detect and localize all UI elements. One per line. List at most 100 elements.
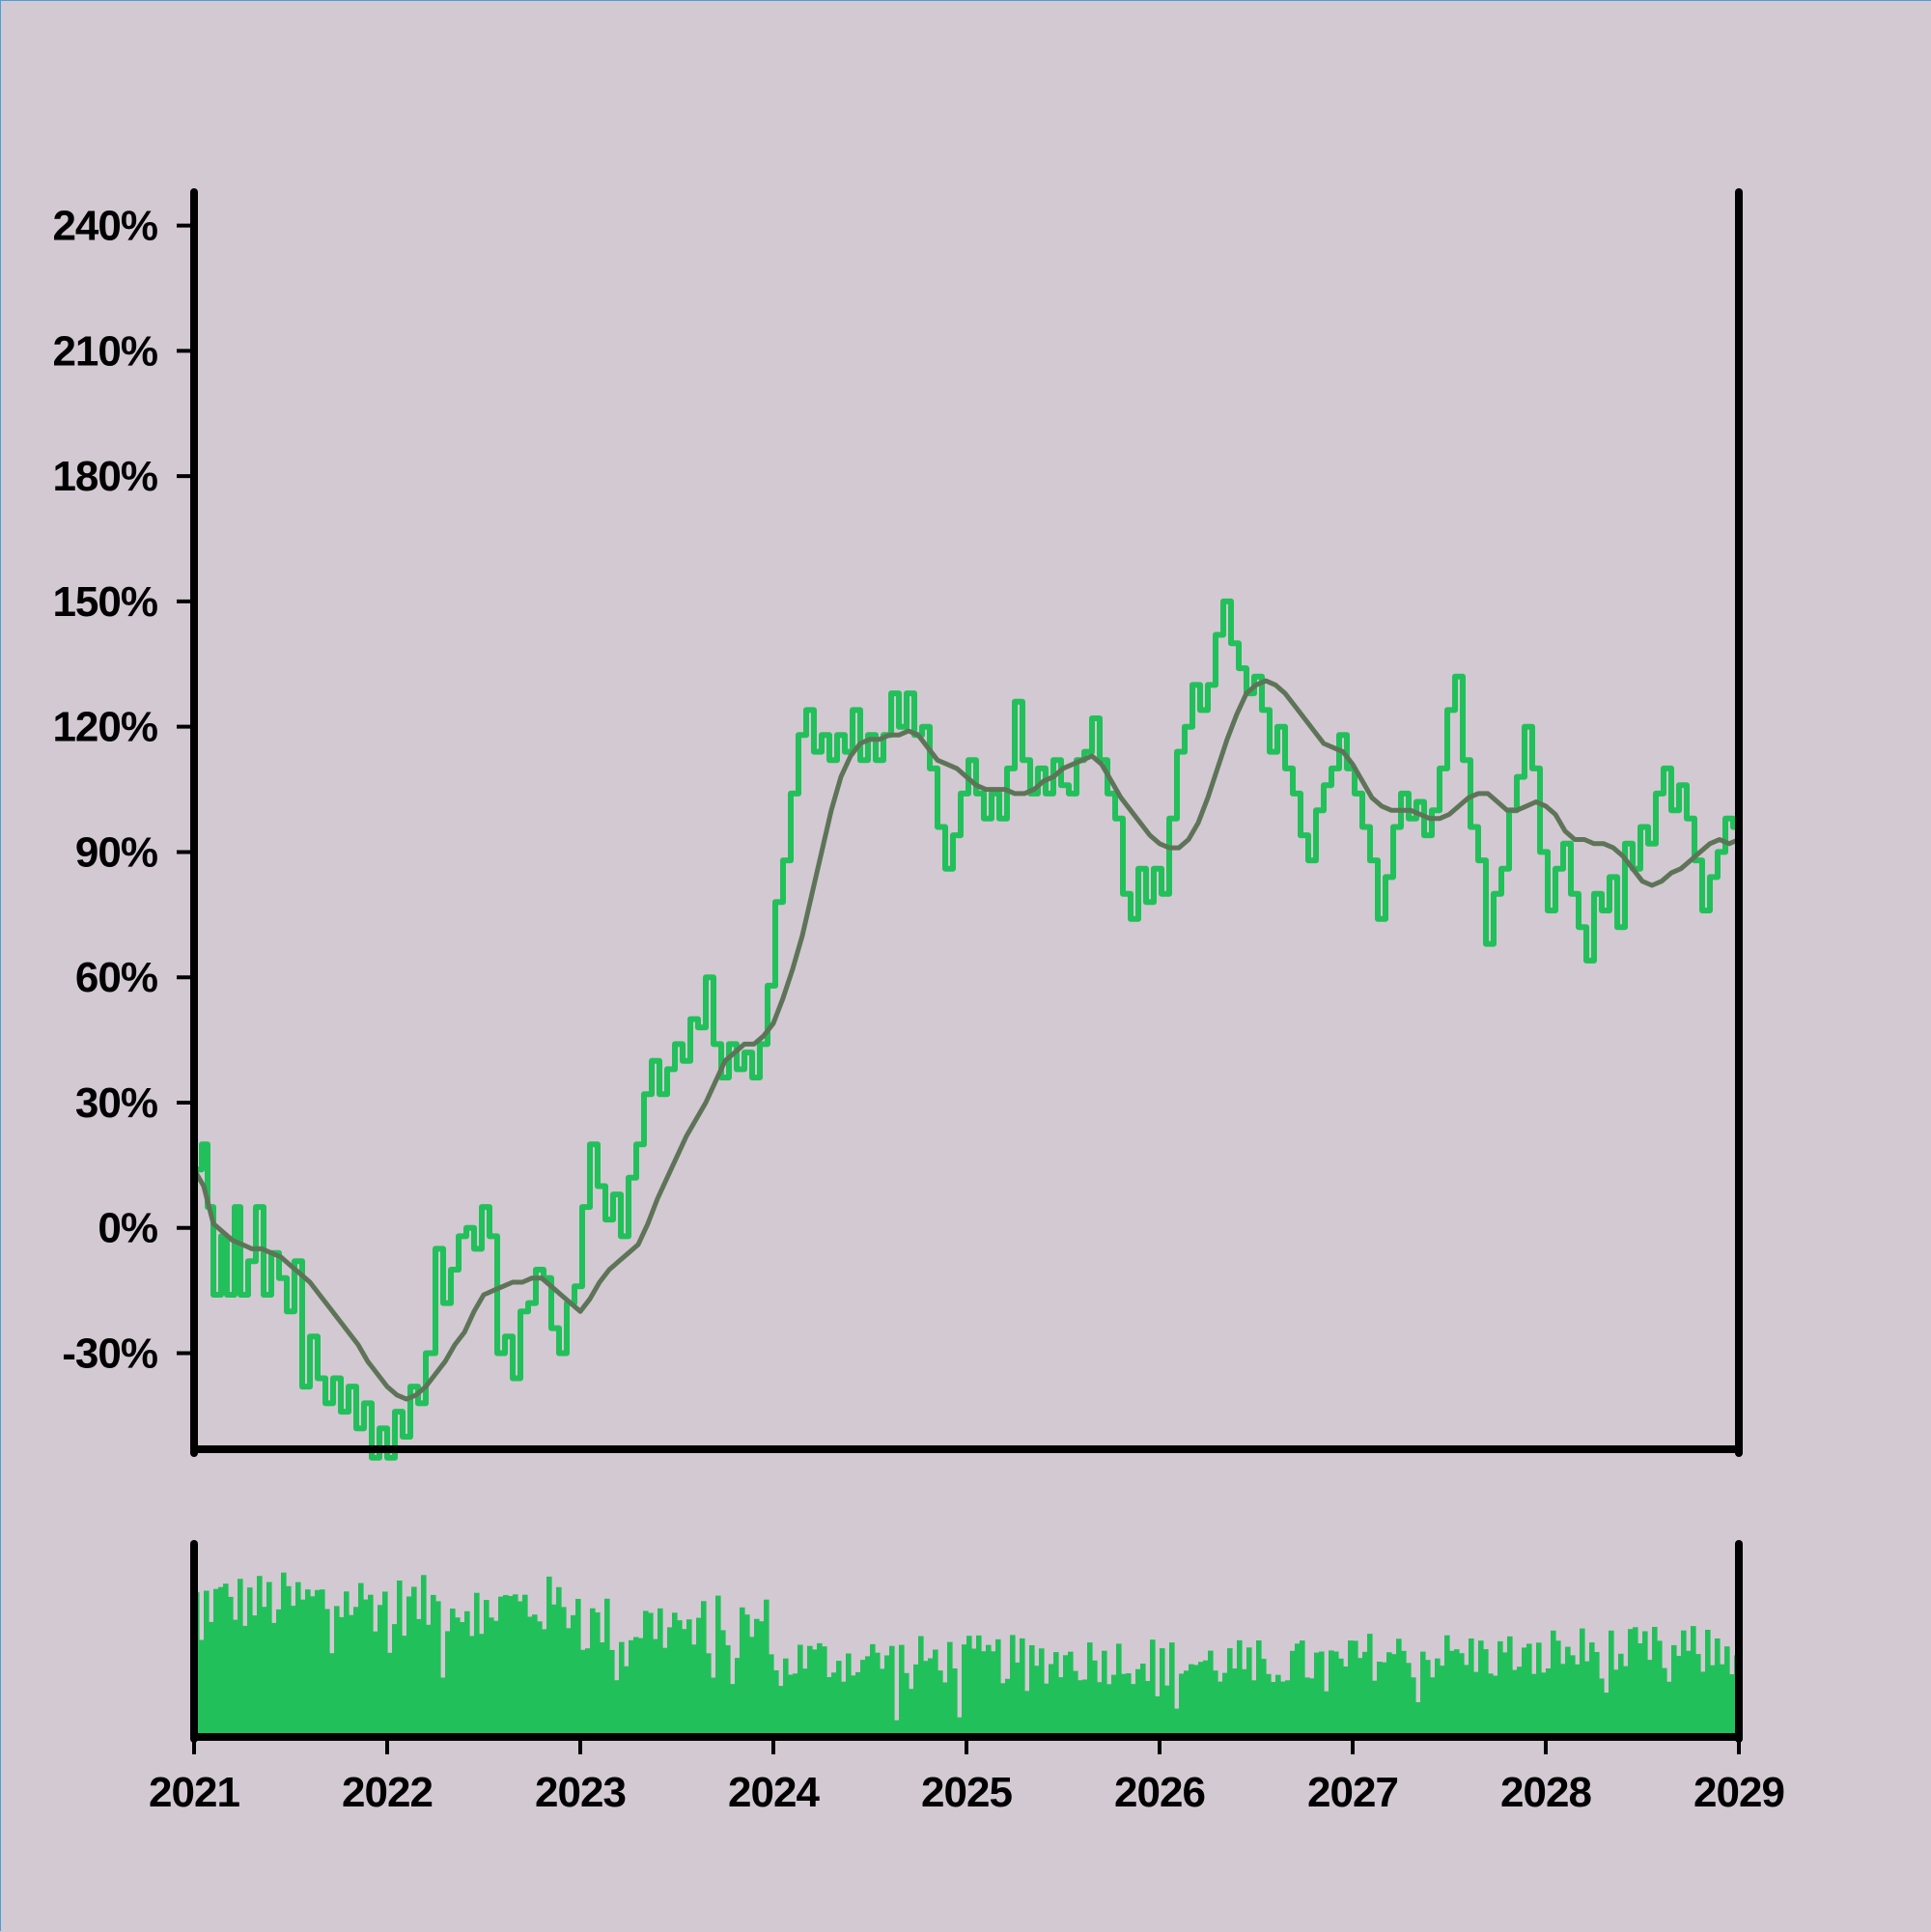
x-tick-label: 2021 bbox=[149, 1769, 239, 1816]
volume-bar bbox=[1319, 1651, 1325, 1737]
volume-bar bbox=[1604, 1693, 1609, 1737]
volume-bar bbox=[1198, 1662, 1204, 1737]
volume-bar bbox=[1000, 1683, 1006, 1737]
volume-bar bbox=[1184, 1670, 1189, 1737]
volume-bar bbox=[672, 1612, 678, 1737]
volume-bar bbox=[600, 1642, 605, 1737]
volume-bar bbox=[1488, 1673, 1494, 1737]
volume-bar bbox=[1140, 1664, 1146, 1737]
volume-bar bbox=[479, 1634, 485, 1737]
volume-bar bbox=[1705, 1630, 1711, 1737]
volume-bar bbox=[1082, 1679, 1088, 1737]
volume-bar bbox=[493, 1620, 499, 1737]
volume-bar bbox=[817, 1642, 823, 1737]
volume-bar bbox=[855, 1671, 861, 1737]
volume-bar bbox=[1686, 1650, 1692, 1737]
volume-bar bbox=[1092, 1660, 1098, 1737]
volume-bar bbox=[899, 1644, 905, 1737]
volume-bar bbox=[546, 1576, 552, 1737]
volume-bar bbox=[1271, 1682, 1276, 1737]
volume-bar bbox=[947, 1641, 953, 1737]
volume-bar bbox=[503, 1595, 509, 1737]
volume-bar bbox=[469, 1636, 475, 1737]
volume-bar bbox=[754, 1618, 760, 1737]
volume-bar bbox=[740, 1607, 745, 1737]
volume-bar bbox=[228, 1596, 234, 1737]
volume-bar bbox=[1406, 1663, 1412, 1737]
volume-bar bbox=[537, 1621, 543, 1737]
volume-bar bbox=[1652, 1627, 1658, 1737]
volume-bar bbox=[1628, 1629, 1634, 1737]
volume-bar bbox=[1531, 1673, 1537, 1737]
volume-bar bbox=[1372, 1680, 1378, 1737]
volume-bar bbox=[1246, 1647, 1252, 1737]
volume-bar bbox=[1493, 1675, 1498, 1737]
volume-bar bbox=[474, 1592, 480, 1737]
volume-bar bbox=[1647, 1660, 1653, 1737]
volume-bar bbox=[1517, 1666, 1523, 1737]
volume-bar bbox=[1295, 1643, 1301, 1737]
volume-bar bbox=[238, 1579, 243, 1737]
volume-bar bbox=[1203, 1660, 1209, 1737]
volume-bar bbox=[271, 1622, 277, 1737]
volume-bar bbox=[1613, 1669, 1619, 1737]
volume-bar bbox=[1512, 1669, 1518, 1737]
volume-bar bbox=[1213, 1670, 1218, 1737]
volume-bar bbox=[1280, 1681, 1286, 1737]
y-tick-label: 180% bbox=[52, 453, 157, 500]
volume-bar bbox=[291, 1606, 296, 1737]
volume-bar bbox=[1526, 1643, 1532, 1737]
volume-bar bbox=[349, 1614, 354, 1737]
volume-bar bbox=[860, 1660, 866, 1737]
volume-bar bbox=[904, 1672, 910, 1737]
volume-bar bbox=[247, 1587, 253, 1737]
volume-bar bbox=[1329, 1650, 1334, 1737]
volume-bar bbox=[571, 1614, 576, 1737]
volume-bar bbox=[604, 1598, 610, 1737]
volume-bar bbox=[460, 1622, 465, 1737]
volume-bar bbox=[909, 1689, 914, 1737]
volume-bar bbox=[711, 1677, 716, 1737]
volume-bar bbox=[1594, 1652, 1600, 1737]
volume-bar bbox=[706, 1653, 712, 1737]
volume-bar bbox=[445, 1631, 451, 1737]
volume-bar bbox=[1077, 1680, 1083, 1737]
volume-bar bbox=[1565, 1646, 1571, 1737]
volume-bar bbox=[387, 1652, 393, 1737]
volume-bar bbox=[1724, 1646, 1730, 1737]
volume-bar bbox=[276, 1609, 282, 1737]
volume-bar bbox=[1020, 1638, 1025, 1737]
volume-bar bbox=[1111, 1674, 1117, 1737]
volume-bar bbox=[836, 1661, 842, 1737]
volume-bar bbox=[1353, 1640, 1358, 1737]
x-tick-label: 2028 bbox=[1500, 1769, 1591, 1816]
volume-bar bbox=[1444, 1635, 1450, 1737]
volume-bar bbox=[1691, 1626, 1696, 1737]
volume-bar bbox=[1068, 1651, 1074, 1737]
volume-bar bbox=[759, 1621, 765, 1737]
volume-bar bbox=[1116, 1643, 1122, 1737]
volume-bar bbox=[397, 1581, 403, 1737]
volume-bar bbox=[730, 1684, 736, 1737]
volume-bar bbox=[643, 1610, 649, 1737]
volume-bar bbox=[300, 1599, 306, 1737]
volume-bar bbox=[1106, 1684, 1112, 1737]
volume-bar bbox=[870, 1643, 876, 1737]
volume-bar bbox=[1015, 1662, 1021, 1737]
y-tick-label: 60% bbox=[75, 954, 157, 1001]
volume-bar bbox=[1314, 1652, 1320, 1737]
volume-bar bbox=[1575, 1664, 1581, 1737]
volume-bar bbox=[1179, 1673, 1185, 1737]
volume-bar bbox=[1338, 1658, 1344, 1737]
volume-bar bbox=[334, 1606, 340, 1737]
volume-bar bbox=[1126, 1673, 1132, 1737]
volume-bar bbox=[1039, 1648, 1045, 1737]
volume-bar bbox=[851, 1675, 856, 1737]
volume-bar bbox=[1599, 1678, 1605, 1737]
volume-bar bbox=[807, 1645, 813, 1737]
volume-bar bbox=[677, 1620, 683, 1737]
volume-bar bbox=[715, 1595, 721, 1737]
volume-bar bbox=[1729, 1674, 1735, 1737]
volume-bar bbox=[880, 1668, 885, 1737]
